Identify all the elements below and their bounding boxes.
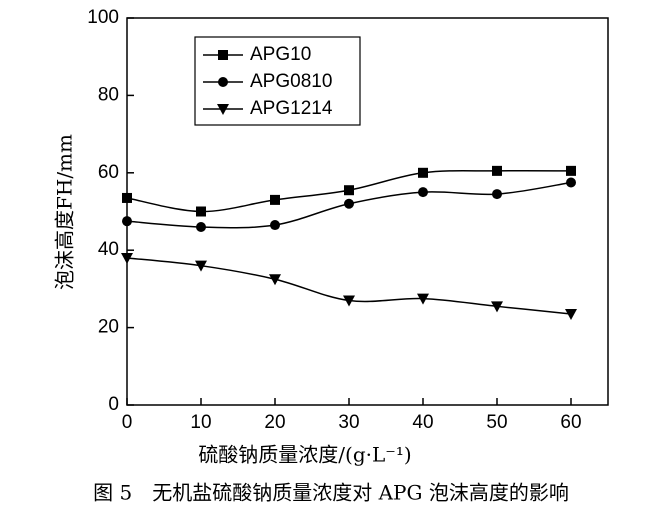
data-point <box>492 165 502 176</box>
y-axis-label: 泡沫高度FH/mm <box>53 134 77 290</box>
x-tick-label: 30 <box>338 412 359 433</box>
data-point <box>492 189 502 200</box>
data-point <box>196 221 206 232</box>
y-tick-label: 60 <box>98 162 119 183</box>
legend-marker <box>217 104 229 115</box>
y-tick-label: 100 <box>87 7 119 28</box>
data-point <box>121 252 133 264</box>
data-point <box>566 165 576 176</box>
data-point <box>418 187 428 198</box>
x-tick-label: 0 <box>122 412 133 433</box>
legend-label: APG1214 <box>250 98 333 119</box>
data-point <box>565 309 577 321</box>
y-tick-label: 20 <box>98 317 119 338</box>
x-tick-label: 40 <box>412 412 433 433</box>
y-tick-label: 0 <box>108 394 119 415</box>
x-tick-label: 60 <box>560 412 581 433</box>
legend-marker <box>218 50 228 60</box>
legend-label: APG10 <box>250 44 311 65</box>
caption: 图 5 无机盐硫酸钠质量浓度对 APG 泡沫高度的影响 <box>93 481 569 505</box>
data-point <box>270 220 280 231</box>
data-point <box>269 274 281 286</box>
legend-marker <box>218 77 228 87</box>
data-point <box>343 295 355 307</box>
data-point <box>195 260 207 272</box>
x-tick-label: 50 <box>486 412 507 433</box>
x-axis-label: 硫酸钠质量浓度/(g·L⁻¹) <box>198 443 411 467</box>
data-point <box>491 301 503 313</box>
data-point <box>417 293 429 305</box>
data-point <box>122 216 132 227</box>
y-tick-label: 80 <box>98 84 119 105</box>
data-point <box>196 206 206 217</box>
data-point <box>122 192 132 203</box>
x-tick-label: 10 <box>190 412 211 433</box>
data-point <box>418 167 428 178</box>
x-tick-label: 20 <box>264 412 285 433</box>
y-tick-label: 40 <box>98 239 119 260</box>
legend-label: APG0810 <box>250 71 332 92</box>
data-point <box>344 198 354 209</box>
plot-frame <box>126 17 609 406</box>
data-point <box>270 194 280 205</box>
data-point <box>344 185 354 196</box>
data-point <box>566 177 576 188</box>
